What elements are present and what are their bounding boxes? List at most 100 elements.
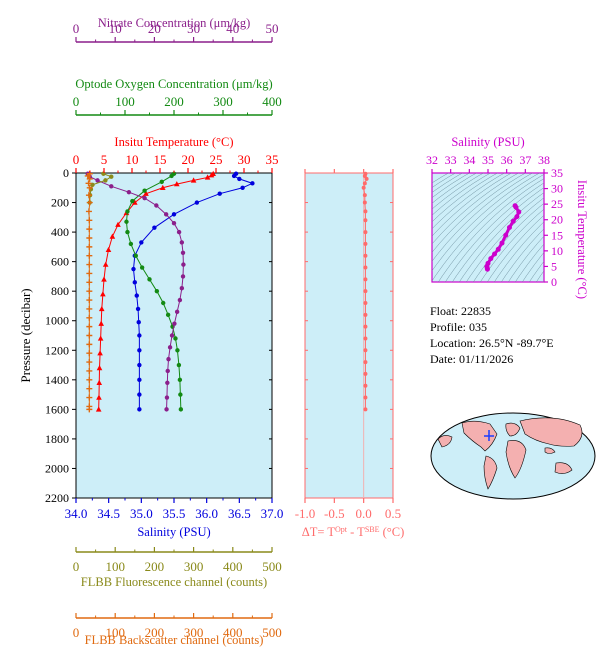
temperature-tick-label: 5 xyxy=(101,152,108,167)
oxygen-tick-label: 200 xyxy=(164,94,184,109)
oxygen-point xyxy=(161,300,166,306)
ts-temp-axis-label: Insitu Temperature (°C) xyxy=(575,180,589,299)
delta-point xyxy=(363,395,368,400)
ts-point xyxy=(516,209,522,215)
ts-salinity-tick-label: 35 xyxy=(482,153,494,167)
backscatter-point xyxy=(86,350,93,357)
backscatter-point xyxy=(86,184,93,191)
oxygen-point xyxy=(154,288,160,294)
ts-point xyxy=(503,232,509,238)
nitrate-point xyxy=(169,333,175,338)
salinity-point xyxy=(217,191,222,196)
temperature-point xyxy=(101,276,107,282)
salinity-tick-label: 35.0 xyxy=(130,506,153,521)
temperature-point xyxy=(96,394,102,400)
salinity-profile-line xyxy=(132,173,254,410)
fluorescence-tick-label: 500 xyxy=(262,559,282,574)
temperature-tick-label: 15 xyxy=(154,152,167,167)
world-map xyxy=(430,412,596,500)
pressure-axis-label: Pressure (decibar) xyxy=(18,288,33,382)
nitrate-tick-label: 20 xyxy=(148,21,161,36)
delta-point xyxy=(361,185,366,190)
backscatter-point xyxy=(86,314,93,321)
nitrate-tick-label: 50 xyxy=(266,21,279,36)
world-landmass xyxy=(519,417,583,447)
ts-salinity-tick-label: 32 xyxy=(426,153,438,167)
density-contour xyxy=(459,192,544,282)
delta-point xyxy=(363,371,368,376)
ts-point xyxy=(495,246,501,252)
density-contour xyxy=(508,235,544,282)
temperature-tick-label: 20 xyxy=(182,152,195,167)
nitrate-point xyxy=(154,203,159,208)
world-landmass xyxy=(544,447,556,454)
delta-point xyxy=(363,336,368,341)
ts-salinity-tick-label: 38 xyxy=(538,153,550,167)
density-contour xyxy=(432,173,526,253)
nitrate-axis-label: Nitrate Concentration (μm/kg) xyxy=(98,16,251,30)
ts-point xyxy=(506,225,512,230)
temperature-tick-label: 0 xyxy=(73,152,80,167)
nitrate-point xyxy=(164,407,169,412)
oxygen-tick-label: 0 xyxy=(73,94,80,109)
density-contour xyxy=(452,187,544,282)
world-landmass xyxy=(437,435,453,448)
world-landmass xyxy=(554,462,573,474)
oxygen-point xyxy=(175,348,180,353)
oxygen-point xyxy=(128,241,134,247)
backscatter-point xyxy=(85,208,92,215)
salinity-point xyxy=(137,362,142,368)
pressure-tick-label: 1200 xyxy=(45,343,69,357)
ts-point xyxy=(512,203,518,209)
temperature-point xyxy=(105,246,112,253)
nitrate-point xyxy=(163,212,169,217)
temperature-point xyxy=(208,172,215,178)
pressure-tick-label: 1400 xyxy=(45,373,69,387)
backscatter-point xyxy=(86,243,93,250)
delta-point xyxy=(363,407,368,412)
temperature-point xyxy=(115,221,121,227)
pressure-tick-label: 1800 xyxy=(45,432,69,446)
salinity-point xyxy=(132,280,137,285)
pressure-tick-label: 2000 xyxy=(45,461,69,475)
fluorescence-point xyxy=(103,178,108,183)
density-contour xyxy=(522,251,544,282)
nitrate-point xyxy=(171,221,177,226)
nitrate-point xyxy=(167,345,173,350)
ts-point xyxy=(485,260,491,266)
pressure-tick-label: 1600 xyxy=(45,402,69,416)
temperature-axis-label: Insitu Temperature (°C) xyxy=(114,135,233,149)
nitrate-point xyxy=(177,297,183,303)
backscatter-tick-label: 100 xyxy=(105,625,125,640)
nitrate-tick-label: 40 xyxy=(226,21,239,36)
temperature-point xyxy=(174,181,180,187)
salinity-point xyxy=(139,240,144,245)
pressure-tick-label: 2200 xyxy=(45,491,69,505)
ts-temp-tick-label: 5 xyxy=(551,259,557,273)
density-contour xyxy=(432,173,540,272)
nitrate-point xyxy=(166,356,171,362)
density-contour xyxy=(432,173,512,237)
fluorescence-axis-label: FLBB Fluorescence channel (counts) xyxy=(81,575,267,589)
density-contour xyxy=(480,208,544,282)
delta-point xyxy=(363,383,368,388)
fluorescence-tick-label: 0 xyxy=(73,559,80,574)
salinity-point xyxy=(135,306,141,312)
temperature-point xyxy=(98,320,104,326)
ts-temp-tick-label: 30 xyxy=(551,182,563,196)
delta-point xyxy=(363,360,368,365)
temperature-point xyxy=(97,335,104,341)
salinity-point xyxy=(237,176,242,182)
density-contour xyxy=(487,214,544,282)
density-contours xyxy=(432,173,544,282)
backscatter-point xyxy=(86,279,93,286)
profile-number: Profile: 035 xyxy=(430,320,487,334)
pressure-tick-label: 200 xyxy=(51,196,69,210)
backscatter-axis-label: FLBB Backscatter channel (counts) xyxy=(85,633,264,647)
nitrate-tick-label: 0 xyxy=(73,21,80,36)
delta-plot-area xyxy=(304,172,394,499)
delta-axis-label: ΔT= TOpt - TSBE (°C) xyxy=(302,525,405,540)
salinity-tick-label: 34.5 xyxy=(97,506,120,521)
oxygen-point xyxy=(133,253,138,258)
salinity-point xyxy=(194,200,200,205)
